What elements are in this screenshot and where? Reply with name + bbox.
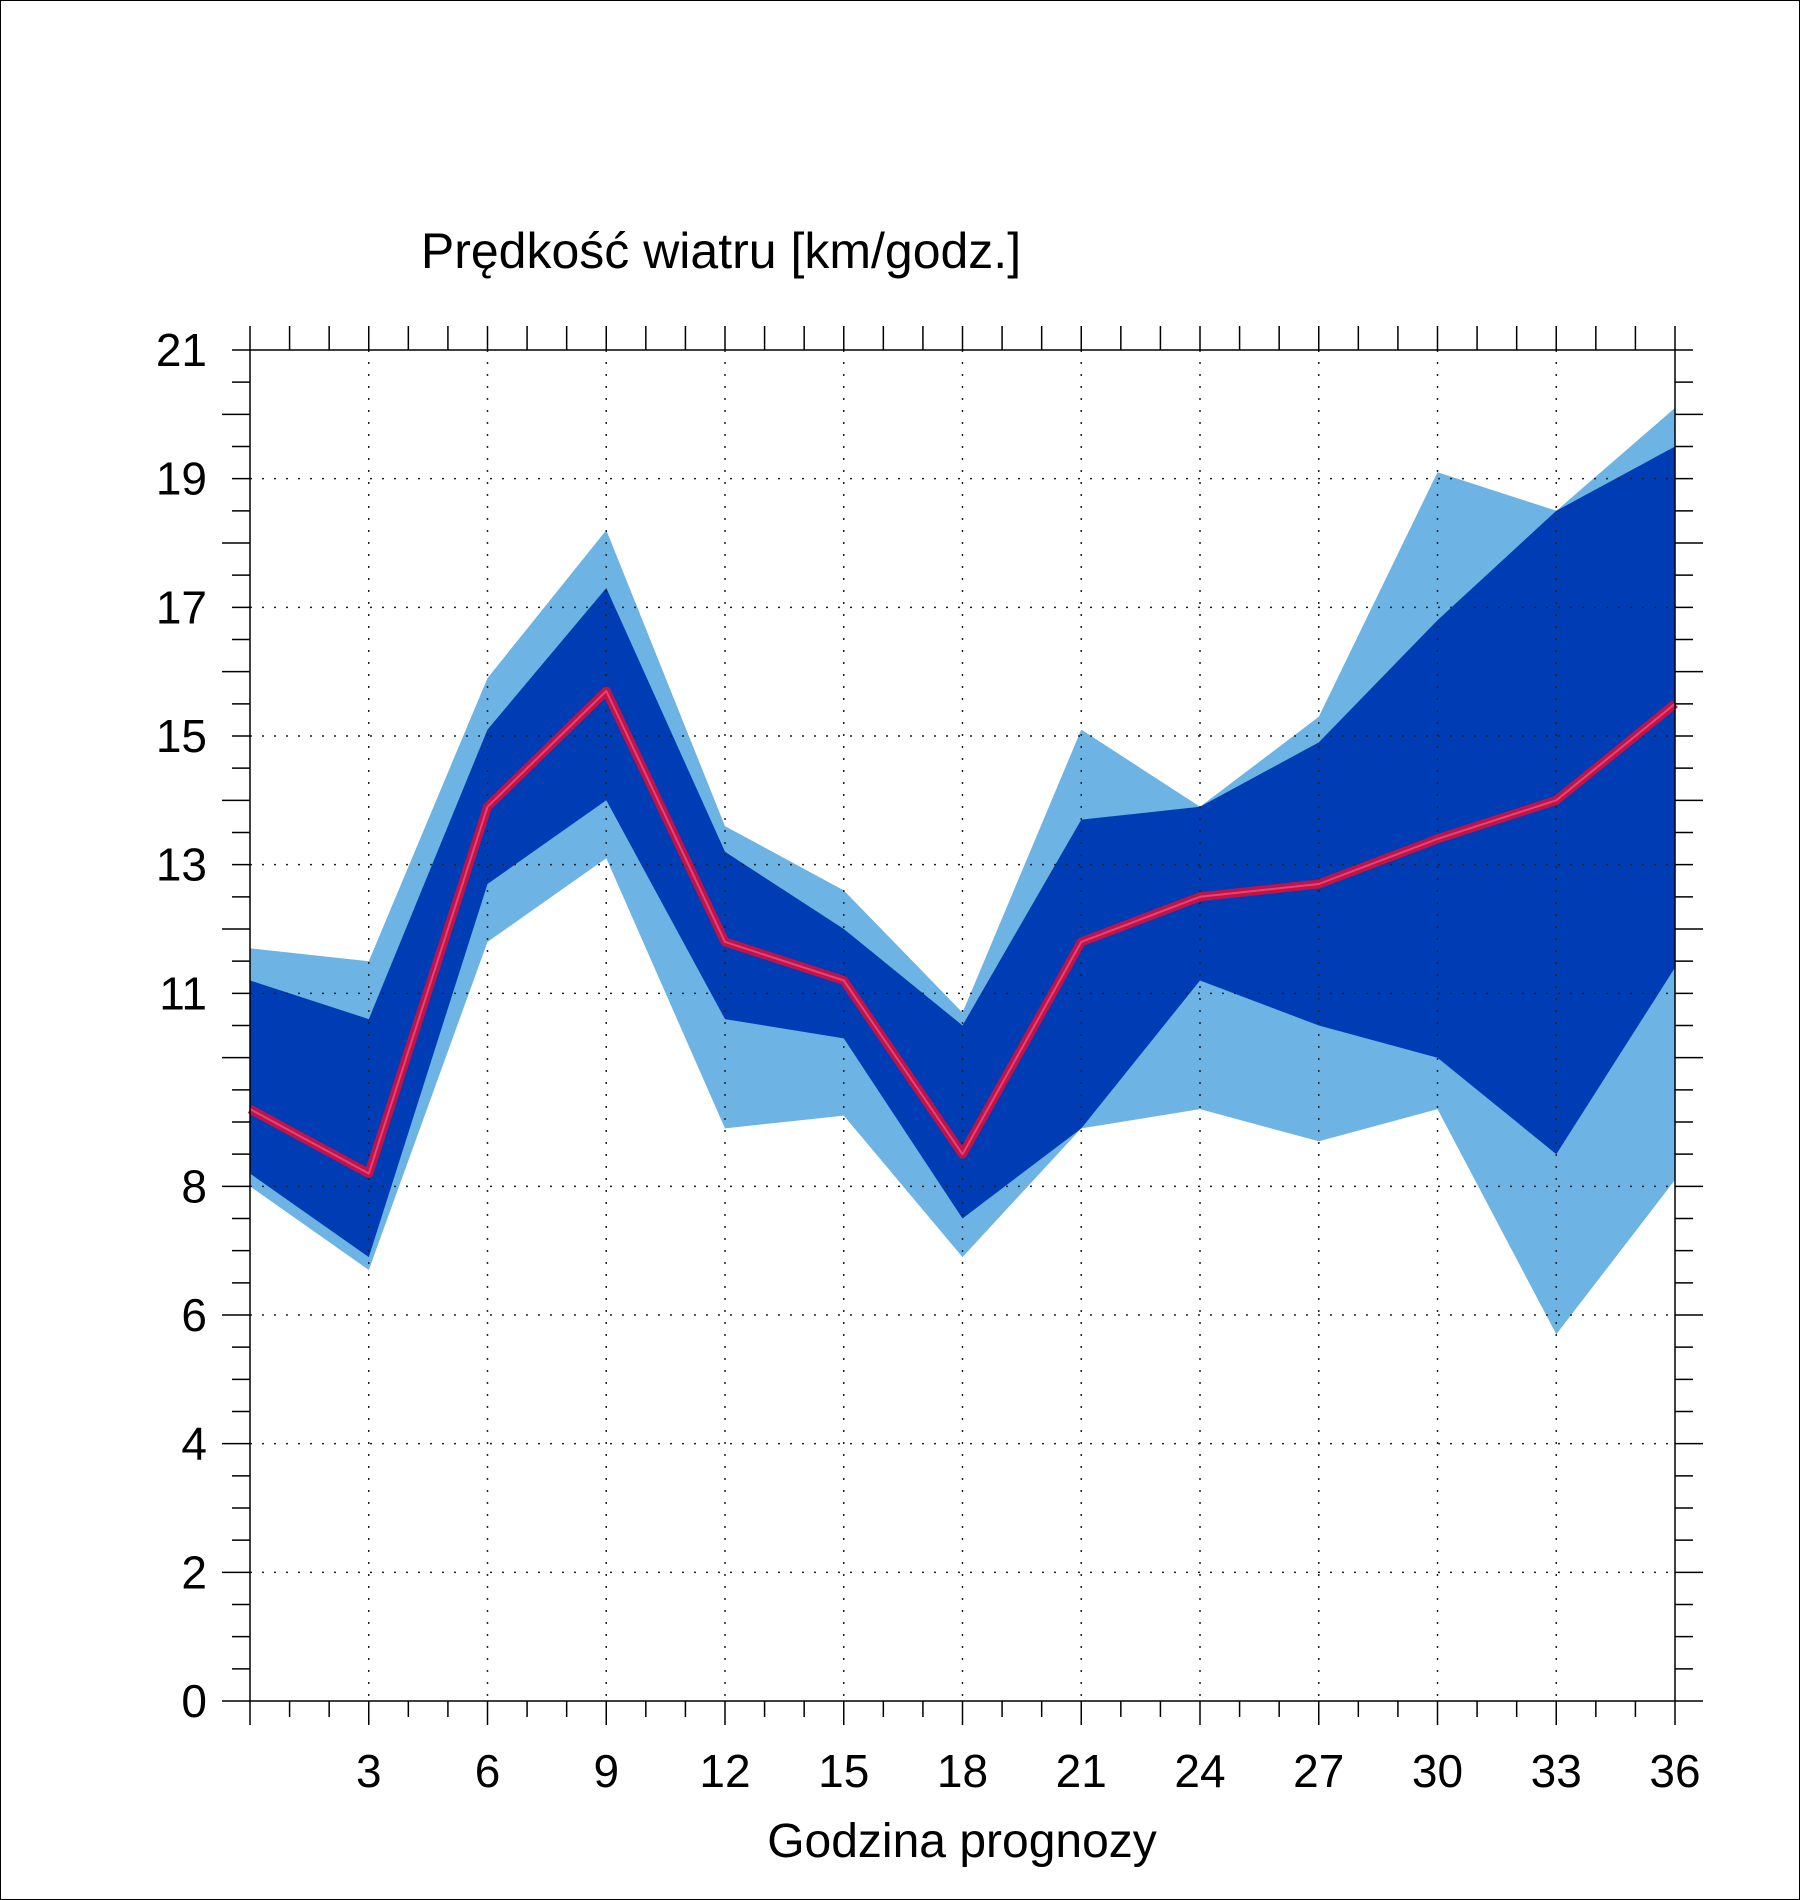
y-tick-label: 0: [181, 1675, 207, 1727]
inner-band: [250, 446, 1675, 1258]
x-tick-label: 15: [818, 1745, 869, 1797]
axes: [222, 326, 1703, 1725]
x-tick-label: 9: [593, 1745, 619, 1797]
y-tick-label: 2: [181, 1546, 207, 1598]
y-tick-label: 17: [156, 581, 207, 633]
y-tick-label: 4: [181, 1418, 207, 1470]
y-tick-label: 19: [156, 453, 207, 505]
x-tick-label: 18: [937, 1745, 988, 1797]
y-tick-label: 21: [156, 324, 207, 376]
y-tick-label: 13: [156, 839, 207, 891]
x-tick-label: 30: [1412, 1745, 1463, 1797]
x-axis-label: Godzina prognozy: [767, 1815, 1157, 1868]
x-tick-label: 6: [475, 1745, 501, 1797]
chart-title: Prędkość wiatru [km/godz.]: [421, 223, 1021, 279]
x-tick-label: 27: [1293, 1745, 1344, 1797]
x-tick-label: 33: [1531, 1745, 1582, 1797]
median-line: [247, 686, 1678, 1178]
x-tick-label: 36: [1649, 1745, 1700, 1797]
y-tick-label: 15: [156, 710, 207, 762]
x-tick-label: 21: [1056, 1745, 1107, 1797]
x-tick-label: 12: [699, 1745, 750, 1797]
y-tick-label: 6: [181, 1289, 207, 1341]
y-tick-label: 8: [181, 1160, 207, 1212]
x-tick-label: 24: [1174, 1745, 1225, 1797]
y-tick-label: 11: [159, 967, 207, 1019]
x-tick-label: 3: [356, 1745, 382, 1797]
